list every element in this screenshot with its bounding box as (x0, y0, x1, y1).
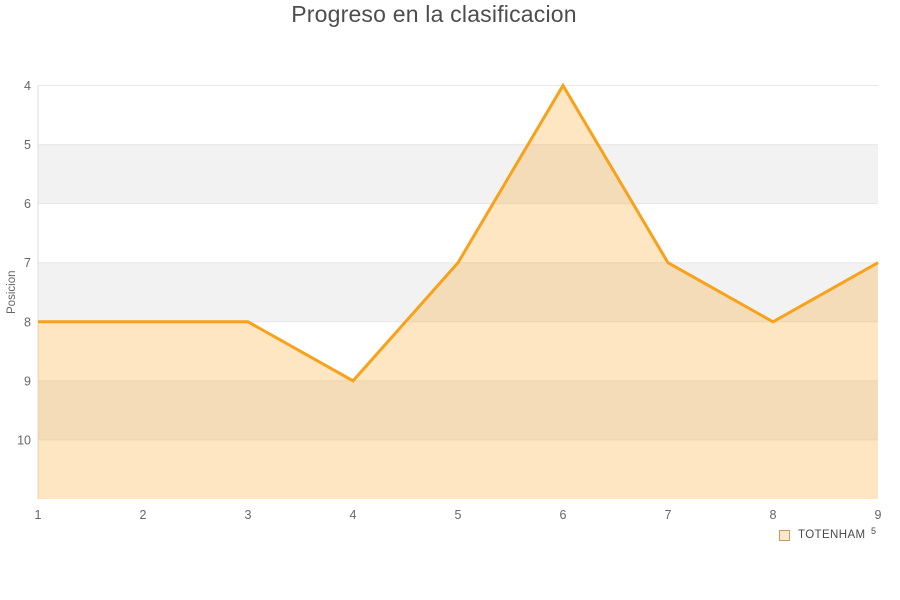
x-axis-tick-label: 6 (560, 508, 567, 522)
y-axis-tick-label: 8 (24, 315, 31, 329)
plot-band (38, 262, 878, 322)
legend-swatch-icon (779, 529, 790, 541)
x-axis-tick-label: 2 (140, 508, 147, 522)
plot-band (38, 144, 878, 204)
series-line[interactable] (38, 82, 879, 383)
x-axis-tick-label: 7 (665, 508, 672, 522)
x-axis-tick-label: 9 (875, 508, 882, 522)
y-axis-tick-label: 9 (24, 374, 31, 388)
x-axis-tick-label: 5 (455, 508, 462, 522)
y-axis-tick-label: 7 (24, 256, 31, 270)
legend-footnote: 5 (871, 526, 877, 536)
y-axis-tick-label: 10 (17, 433, 31, 447)
legend-label: TOTENHAM (798, 529, 866, 541)
chart-title: Progreso en la clasificacion (291, 1, 577, 27)
x-axis-tick-label: 8 (770, 508, 777, 522)
series-area (38, 85, 878, 499)
legend-item-totenham[interactable]: TOTENHAM (779, 529, 866, 541)
plot-band (38, 380, 878, 440)
y-axis-tick-label: 4 (24, 79, 31, 93)
y-axis-tick-label: 6 (24, 197, 31, 211)
x-axis-tick-label: 3 (245, 508, 252, 522)
y-axis-tick-label: 5 (24, 138, 31, 152)
x-axis-tick-label: 4 (350, 508, 357, 522)
x-axis-tick-label: 1 (35, 508, 42, 522)
y-axis-title: Posicion (6, 271, 18, 314)
